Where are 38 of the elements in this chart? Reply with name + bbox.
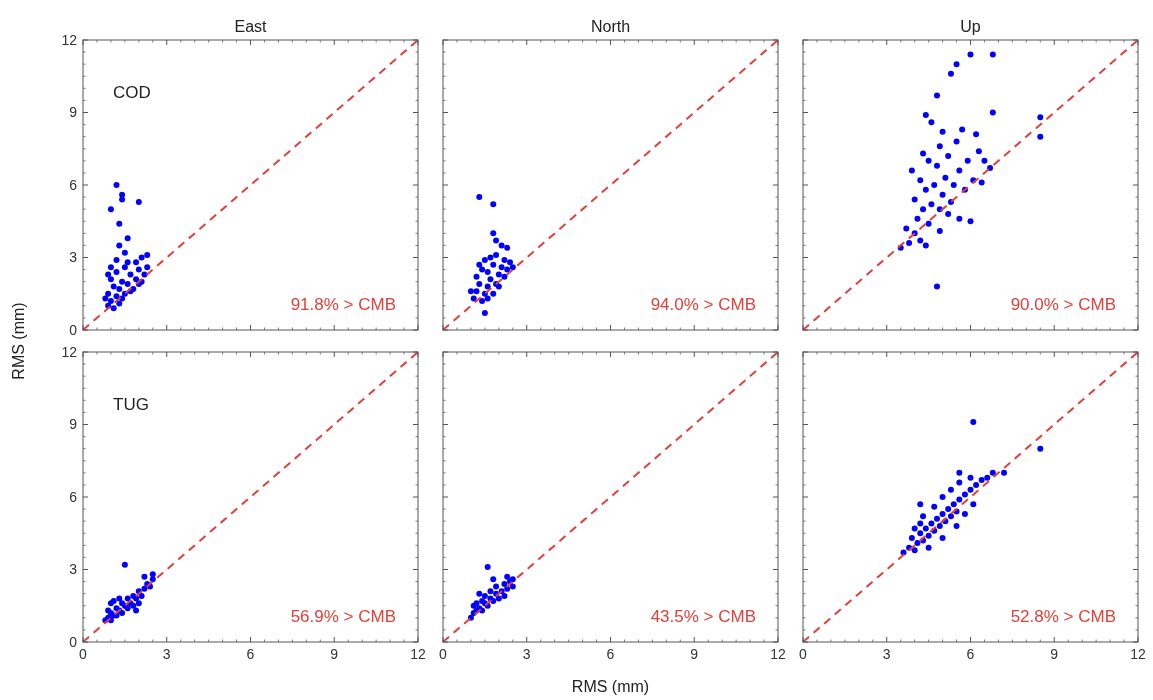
y-tick-label: 3 <box>69 561 78 578</box>
x-tick-label: 9 <box>690 646 699 662</box>
y-tick-label: 12 <box>61 343 78 360</box>
y-tick-label: 9 <box>69 104 78 121</box>
annotation: 43.5% > CMB <box>650 607 756 626</box>
x-tick-label: 0 <box>439 646 448 662</box>
x-tick-label: 12 <box>410 646 426 662</box>
chart-title: North <box>590 18 631 35</box>
y-tick-label: 3 <box>69 249 78 266</box>
y-tick-label: 0 <box>69 321 78 338</box>
annotation: 52.8% > CMB <box>1010 607 1116 626</box>
x-tick-label: 9 <box>1050 646 1059 662</box>
annotation: 56.9% > CMB <box>290 607 396 626</box>
y-tick-label: 6 <box>69 488 78 505</box>
annotation: TUG <box>113 395 149 414</box>
x-tick-label: 0 <box>799 646 808 662</box>
annotation: 94.0% > CMB <box>650 295 756 314</box>
x-tick-label: 3 <box>882 646 891 662</box>
chart-title: East <box>234 18 268 35</box>
annotation: 90.0% > CMB <box>1010 295 1116 314</box>
x-tick-label: 6 <box>606 646 615 662</box>
y-tick-label: 12 <box>61 31 78 48</box>
y-tick-label: 9 <box>69 416 78 433</box>
chart-title: Up <box>960 18 981 35</box>
annotation: COD <box>113 83 151 102</box>
x-tick-label: 12 <box>1130 646 1146 662</box>
annotation: 91.8% > CMB <box>290 295 396 314</box>
x-tick-label: 3 <box>522 646 531 662</box>
x-tick-label: 6 <box>246 646 255 662</box>
x-tick-label: 12 <box>770 646 786 662</box>
y-tick-label: 0 <box>69 633 78 650</box>
x-tick-label: 9 <box>330 646 339 662</box>
x-tick-label: 3 <box>162 646 171 662</box>
x-axis-title: RMS (mm) <box>571 678 650 695</box>
x-tick-label: 0 <box>79 646 88 662</box>
y-tick-label: 6 <box>69 176 78 193</box>
y-axis-title: RMS (mm) <box>10 302 27 380</box>
x-tick-label: 6 <box>966 646 975 662</box>
